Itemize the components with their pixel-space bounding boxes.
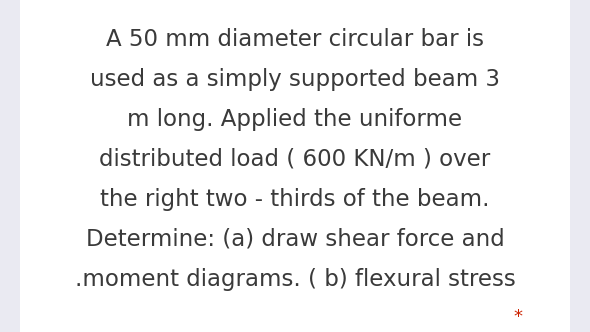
Text: the right two - thirds of the beam.: the right two - thirds of the beam. <box>100 188 490 211</box>
FancyBboxPatch shape <box>20 0 570 332</box>
Text: used as a simply supported beam 3: used as a simply supported beam 3 <box>90 68 500 91</box>
Text: A 50 mm diameter circular bar is: A 50 mm diameter circular bar is <box>106 28 484 51</box>
Text: *: * <box>513 308 523 326</box>
Text: distributed load ( 600 KN/m ) over: distributed load ( 600 KN/m ) over <box>99 148 491 171</box>
Text: m long. Applied the uniforme: m long. Applied the uniforme <box>127 108 463 131</box>
Text: .moment diagrams. ( b) flexural stress: .moment diagrams. ( b) flexural stress <box>74 268 516 291</box>
Text: Determine: (a) draw shear force and: Determine: (a) draw shear force and <box>86 228 504 251</box>
